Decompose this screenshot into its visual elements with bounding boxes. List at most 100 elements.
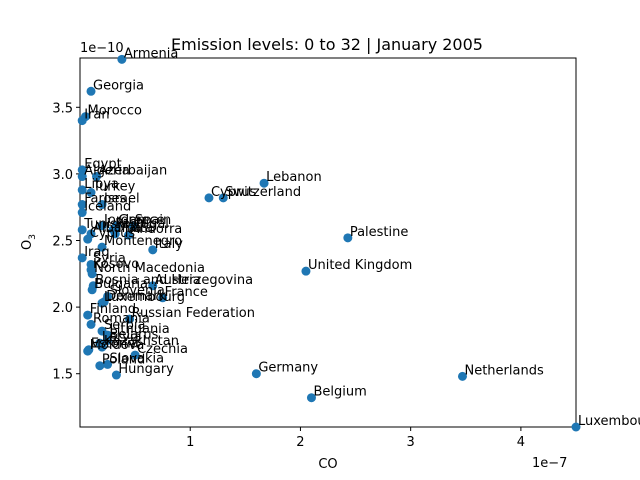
y-axis-label: O3 xyxy=(20,234,38,250)
data-point-label: Serbia xyxy=(104,318,145,333)
data-point-label: Tunisia xyxy=(83,217,128,232)
data-point-label: Algeria xyxy=(84,164,130,179)
data-point-label: Italy xyxy=(155,237,184,252)
data-point xyxy=(77,253,87,263)
data-point-label: Hungary xyxy=(118,362,174,377)
data-point-label: Azerbaijan xyxy=(99,164,168,179)
data-point-label: Israel xyxy=(104,192,140,207)
data-point-label: Luxembourg xyxy=(104,290,185,305)
y-tick-label: 3.5 xyxy=(52,101,73,116)
data-point xyxy=(86,319,96,329)
data-point-label: Kosovo xyxy=(93,257,139,272)
data-point xyxy=(301,266,311,276)
y-tick-label: 1.5 xyxy=(52,368,73,383)
y-offset-text: 1e−10 xyxy=(80,41,124,56)
data-point-label: Germany xyxy=(258,361,318,376)
plot-area: 1 2 3 4 1.5 2.0 2.5 3.0 3.5 Armenia Georgia Morocco… xyxy=(52,46,640,450)
y-tick-label: 2.0 xyxy=(52,301,73,316)
data-point-label: Netherlands xyxy=(464,363,543,378)
y-axis-label-main: O xyxy=(20,240,35,250)
data-point-label: Luxembourg xyxy=(578,414,640,429)
data-point-label: Lithuania xyxy=(110,322,170,337)
axes-frame xyxy=(79,57,577,428)
data-point-label: Albania xyxy=(93,221,142,236)
data-point-label: Romania xyxy=(93,311,150,326)
data-point-label: Austria xyxy=(155,273,201,288)
data-point-label: North Macedonia xyxy=(94,261,205,276)
data-point-label: Spain xyxy=(135,213,171,228)
data-point-label: Montenegro xyxy=(104,234,182,249)
data-point xyxy=(103,359,113,369)
data-point-label: Turkey xyxy=(92,180,136,195)
x-axis-label: CO xyxy=(318,457,337,472)
data-point xyxy=(97,221,107,231)
data-point xyxy=(83,346,93,356)
data-point xyxy=(83,234,93,244)
data-point xyxy=(83,310,93,320)
data-point xyxy=(218,193,228,203)
data-point xyxy=(117,54,127,64)
data-point-label: Belgium xyxy=(313,385,366,400)
data-point-label: Libya xyxy=(84,177,119,192)
data-point-label: France xyxy=(165,285,208,300)
x-tick-label: 4 xyxy=(517,435,525,450)
data-point-label: Palestine xyxy=(350,225,409,240)
data-point-label: Georgia xyxy=(93,78,144,93)
data-point-label: United Kingdom xyxy=(308,258,412,273)
data-point xyxy=(77,165,87,175)
data-point-label: Slovakia xyxy=(110,351,165,366)
data-point-label: Iceland xyxy=(84,200,131,215)
data-point-label: Syria xyxy=(93,251,126,266)
x-tick-label: 3 xyxy=(407,435,415,450)
data-point-label: Iraq xyxy=(84,245,109,260)
data-point xyxy=(125,314,135,324)
data-point xyxy=(259,178,269,188)
data-point-label: Poland xyxy=(102,353,145,368)
data-point xyxy=(77,185,87,195)
x-tick-label: 2 xyxy=(296,435,304,450)
data-point xyxy=(97,200,107,210)
data-point-label: Slovenia xyxy=(110,283,165,298)
data-point xyxy=(77,116,87,126)
data-point xyxy=(87,285,97,295)
data-point xyxy=(571,422,581,432)
data-point-label: Iran xyxy=(84,108,109,123)
data-point-label: Czechia xyxy=(137,342,188,357)
data-point xyxy=(148,281,158,291)
data-point xyxy=(92,172,102,182)
data-point-label: Denmark xyxy=(106,289,166,304)
data-point-label: Cyprus xyxy=(90,226,136,241)
data-point xyxy=(77,172,87,182)
data-point xyxy=(306,393,316,403)
data-point xyxy=(148,245,158,255)
data-point xyxy=(158,293,168,303)
y-tick-label: 3.0 xyxy=(52,168,73,183)
data-point-label: Malta xyxy=(117,221,153,236)
data-point-label: Andorra xyxy=(130,222,182,237)
data-point-label: Moldova xyxy=(90,338,145,353)
data-point-label: Portugal xyxy=(115,217,169,232)
data-point xyxy=(77,225,87,235)
data-point xyxy=(95,361,105,371)
data-point-label: Switzerland xyxy=(225,185,301,200)
data-point xyxy=(103,335,113,345)
data-point xyxy=(77,208,87,218)
data-point-label: Jordan xyxy=(103,213,145,228)
chart-title: Emission levels: 0 to 32 | January 2005 xyxy=(171,35,483,54)
data-point xyxy=(87,269,97,279)
data-point-label: Armenia xyxy=(124,46,179,61)
data-point-label: Russian Federation xyxy=(132,306,255,321)
data-point-label: Morocco xyxy=(88,104,142,119)
data-point xyxy=(130,350,140,360)
data-point-label: Estonia xyxy=(91,337,139,352)
data-point xyxy=(111,370,121,380)
x-offset-text: 1e−7 xyxy=(532,456,567,471)
data-point-label: Cyprus xyxy=(211,185,257,200)
data-point xyxy=(457,371,467,381)
data-point xyxy=(110,229,120,239)
data-point-label: Greece xyxy=(118,213,164,228)
data-point-label: Belarus xyxy=(110,327,159,342)
data-point xyxy=(77,200,87,210)
x-tick-label: 1 xyxy=(186,435,194,450)
